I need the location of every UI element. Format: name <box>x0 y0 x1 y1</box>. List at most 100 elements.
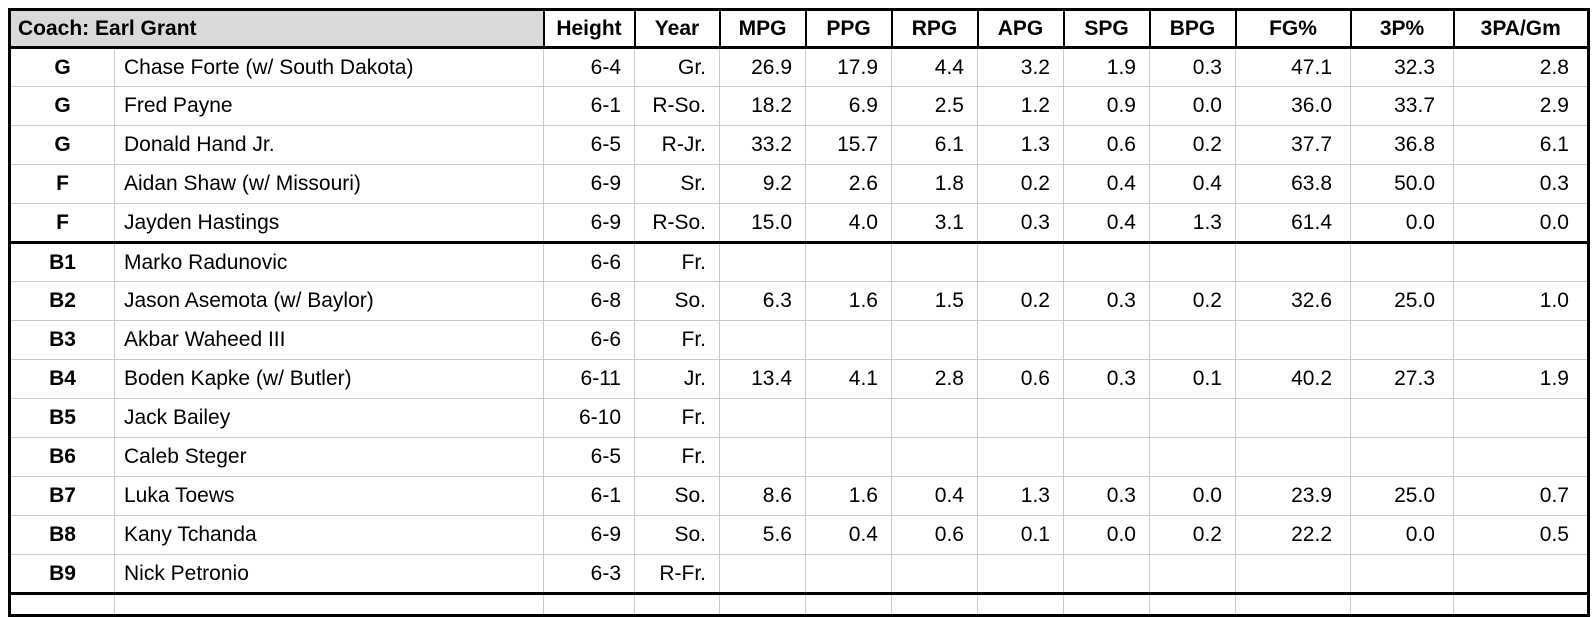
table-row: B3 Akbar Waheed III 6-6 Fr. <box>9 320 1589 360</box>
fg-pct-cell: 63.8 <box>1235 164 1351 204</box>
position-cell: B9 <box>9 554 115 595</box>
ppg-cell: 17.9 <box>805 47 892 87</box>
3pa-gm-cell: 1.0 <box>1453 281 1589 321</box>
mpg-cell: 15.0 <box>719 203 806 244</box>
3pa-gm-cell <box>1453 242 1589 282</box>
rpg-cell: 1.5 <box>891 281 978 321</box>
player-name-cell: Jayden Hastings <box>114 203 544 244</box>
mpg-cell: 9.2 <box>719 164 806 204</box>
header-row: Coach: Earl Grant Height Year MPG PPG RP… <box>9 9 1589 49</box>
bpg-cell: 0.2 <box>1149 281 1236 321</box>
rpg-cell: 2.8 <box>891 359 978 399</box>
rpg-cell <box>891 437 978 477</box>
apg-cell <box>977 242 1064 282</box>
col-header-spg: SPG <box>1062 9 1150 49</box>
rpg-cell <box>891 242 978 282</box>
col-header-rpg: RPG <box>890 9 978 49</box>
ppg-cell: 4.1 <box>805 359 892 399</box>
3pa-gm-cell: 0.7 <box>1453 476 1589 516</box>
player-name-cell: Chase Forte (w/ South Dakota) <box>114 47 544 87</box>
table-row: B4 Boden Kapke (w/ Butler) 6-11 Jr. 13.4… <box>9 359 1589 399</box>
3p-pct-cell: 32.3 <box>1350 47 1454 87</box>
table-row: F Aidan Shaw (w/ Missouri) 6-9 Sr. 9.2 2… <box>9 164 1589 204</box>
3pa-gm-cell: 0.5 <box>1453 515 1589 555</box>
partial-clipped-row <box>9 593 1589 616</box>
position-cell: B7 <box>9 476 115 516</box>
position-cell: B5 <box>9 398 115 438</box>
year-cell: Jr. <box>634 359 720 399</box>
col-header-apg: APG <box>976 9 1064 49</box>
fg-pct-cell: 22.2 <box>1235 515 1351 555</box>
rpg-cell: 3.1 <box>891 203 978 244</box>
3p-pct-cell <box>1350 242 1454 282</box>
empty-cell <box>1149 593 1236 616</box>
3pa-gm-cell: 0.0 <box>1453 203 1589 244</box>
mpg-cell <box>719 437 806 477</box>
apg-cell: 0.6 <box>977 359 1064 399</box>
3pa-gm-cell: 6.1 <box>1453 125 1589 165</box>
rpg-cell: 6.1 <box>891 125 978 165</box>
height-cell: 6-9 <box>543 164 635 204</box>
bpg-cell <box>1149 242 1236 282</box>
height-cell: 6-6 <box>543 242 635 282</box>
spg-cell <box>1063 320 1150 360</box>
mpg-cell: 18.2 <box>719 86 806 126</box>
position-cell: B3 <box>9 320 115 360</box>
3p-pct-cell <box>1350 437 1454 477</box>
3p-pct-cell <box>1350 398 1454 438</box>
ppg-cell: 1.6 <box>805 476 892 516</box>
col-header-ppg: PPG <box>804 9 892 49</box>
empty-cell <box>9 593 115 616</box>
player-name-cell: Jason Asemota (w/ Baylor) <box>114 281 544 321</box>
position-cell: B6 <box>9 437 115 477</box>
spg-cell <box>1063 437 1150 477</box>
year-cell: So. <box>634 476 720 516</box>
spg-cell: 0.3 <box>1063 281 1150 321</box>
position-cell: B2 <box>9 281 115 321</box>
3p-pct-cell: 25.0 <box>1350 281 1454 321</box>
apg-cell: 0.1 <box>977 515 1064 555</box>
apg-cell <box>977 398 1064 438</box>
empty-cell <box>891 593 978 616</box>
mpg-cell: 5.6 <box>719 515 806 555</box>
mpg-cell: 6.3 <box>719 281 806 321</box>
ppg-cell: 1.6 <box>805 281 892 321</box>
apg-cell: 1.3 <box>977 125 1064 165</box>
table-row: B1 Marko Radunovic 6-6 Fr. <box>9 242 1589 282</box>
empty-cell <box>719 593 806 616</box>
empty-cell <box>1235 593 1351 616</box>
col-header-height: Height <box>542 9 635 49</box>
year-cell: Fr. <box>634 398 720 438</box>
empty-cell <box>634 593 720 616</box>
spg-cell: 0.6 <box>1063 125 1150 165</box>
height-cell: 6-4 <box>543 47 635 87</box>
col-header-year: Year <box>633 9 720 49</box>
apg-cell: 1.2 <box>977 86 1064 126</box>
player-name-cell: Kany Tchanda <box>114 515 544 555</box>
player-name-cell: Nick Petronio <box>114 554 544 595</box>
year-cell: R-So. <box>634 203 720 244</box>
player-name-cell: Donald Hand Jr. <box>114 125 544 165</box>
col-header-fg-pct: FG% <box>1234 9 1351 49</box>
3pa-gm-cell: 2.9 <box>1453 86 1589 126</box>
mpg-cell <box>719 320 806 360</box>
fg-pct-cell: 40.2 <box>1235 359 1351 399</box>
fg-pct-cell: 36.0 <box>1235 86 1351 126</box>
col-header-3pa-gm: 3PA/Gm <box>1452 9 1589 49</box>
player-name-cell: Marko Radunovic <box>114 242 544 282</box>
spg-cell: 0.3 <box>1063 359 1150 399</box>
player-name-cell: Akbar Waheed III <box>114 320 544 360</box>
table-body: G Chase Forte (w/ South Dakota) 6-4 Gr. … <box>9 47 1589 616</box>
empty-cell <box>1453 593 1589 616</box>
ppg-cell <box>805 320 892 360</box>
height-cell: 6-1 <box>543 476 635 516</box>
year-cell: Fr. <box>634 320 720 360</box>
ppg-cell <box>805 242 892 282</box>
bpg-cell <box>1149 437 1236 477</box>
table-row: B5 Jack Bailey 6-10 Fr. <box>9 398 1589 438</box>
player-name-cell: Luka Toews <box>114 476 544 516</box>
player-name-cell: Boden Kapke (w/ Butler) <box>114 359 544 399</box>
3p-pct-cell: 36.8 <box>1350 125 1454 165</box>
3p-pct-cell: 50.0 <box>1350 164 1454 204</box>
